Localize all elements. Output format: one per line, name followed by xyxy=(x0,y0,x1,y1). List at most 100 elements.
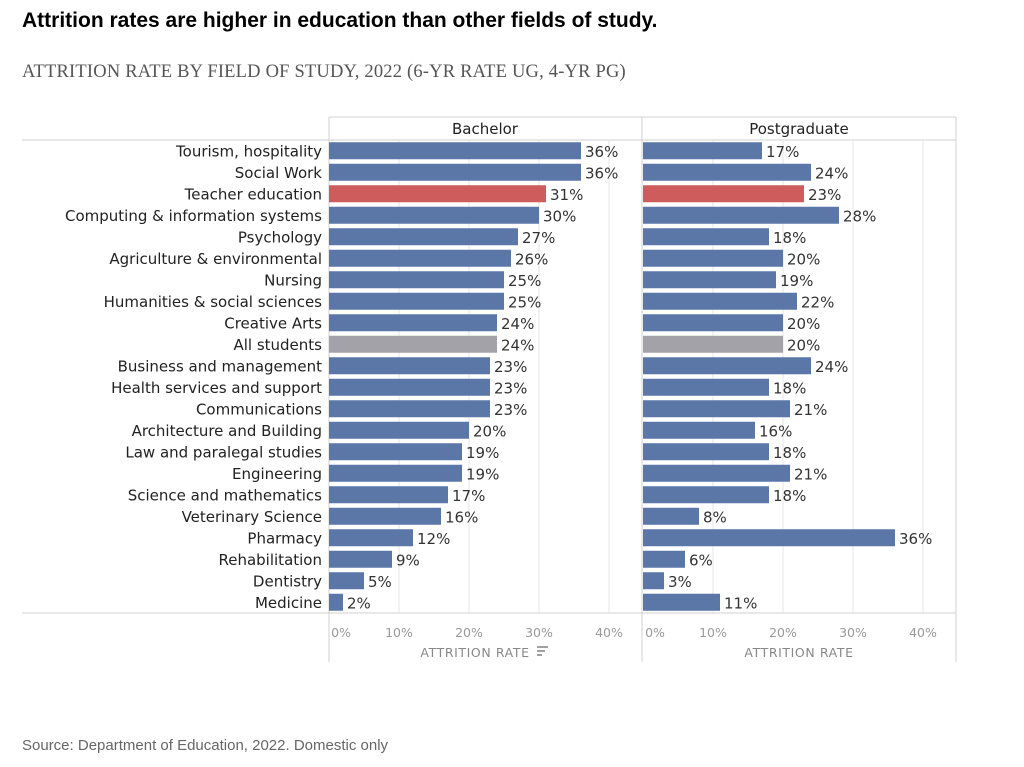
bachelor-axis-title: ATTRITION RATE xyxy=(420,645,529,660)
bachelor-bar xyxy=(329,292,504,310)
postgraduate-bar xyxy=(643,550,685,568)
category-label: Creative Arts xyxy=(224,314,322,332)
postgraduate-value-label: 11% xyxy=(724,594,757,612)
bachelor-tick-label: 20% xyxy=(455,625,483,640)
postgraduate-value-label: 21% xyxy=(794,401,827,419)
category-label: Veterinary Science xyxy=(182,508,322,526)
postgraduate-value-label: 18% xyxy=(773,487,806,505)
category-label: Tourism, hospitality xyxy=(175,142,322,160)
postgraduate-tick-label: 40% xyxy=(909,625,937,640)
bachelor-bar xyxy=(329,507,441,525)
bachelor-bar xyxy=(329,529,413,547)
bachelor-value-label: 24% xyxy=(501,315,534,333)
bachelor-value-label: 30% xyxy=(543,207,576,225)
bachelor-bar xyxy=(329,206,539,224)
postgraduate-axis-title: ATTRITION RATE xyxy=(744,645,853,660)
bachelor-value-label: 16% xyxy=(445,508,478,526)
postgraduate-bar xyxy=(643,357,811,375)
chart-subtitle: ATTRITION RATE BY FIELD OF STUDY, 2022 (… xyxy=(22,62,626,82)
bachelor-bar xyxy=(329,314,497,332)
postgraduate-bar xyxy=(643,292,797,310)
postgraduate-bar xyxy=(643,335,783,353)
bachelor-value-label: 23% xyxy=(494,401,527,419)
bachelor-value-label: 36% xyxy=(585,143,618,161)
bachelor-panel-title: Bachelor xyxy=(452,120,519,138)
postgraduate-bar xyxy=(643,593,720,611)
bachelor-value-label: 25% xyxy=(508,272,541,290)
postgraduate-value-label: 24% xyxy=(815,358,848,376)
category-label: Social Work xyxy=(235,164,323,182)
bachelor-bar xyxy=(329,335,497,353)
bachelor-value-label: 2% xyxy=(347,594,371,612)
postgraduate-tick-label: 30% xyxy=(839,625,867,640)
postgraduate-bar xyxy=(643,529,895,547)
bachelor-value-label: 19% xyxy=(466,465,499,483)
postgraduate-panel-title: Postgraduate xyxy=(749,120,849,138)
bachelor-value-label: 31% xyxy=(550,186,583,204)
postgraduate-tick-label: 20% xyxy=(769,625,797,640)
postgraduate-value-label: 16% xyxy=(759,422,792,440)
category-label: Medicine xyxy=(255,594,322,612)
postgraduate-bar xyxy=(643,271,776,289)
postgraduate-value-label: 6% xyxy=(689,551,713,569)
postgraduate-value-label: 20% xyxy=(787,336,820,354)
bachelor-tick-label: 10% xyxy=(385,625,413,640)
postgraduate-bar xyxy=(643,507,699,525)
postgraduate-value-label: 20% xyxy=(787,315,820,333)
bachelor-value-label: 9% xyxy=(396,551,420,569)
postgraduate-bar xyxy=(643,572,664,590)
bachelor-value-label: 19% xyxy=(466,444,499,462)
bachelor-value-label: 23% xyxy=(494,358,527,376)
bachelor-value-label: 12% xyxy=(417,530,450,548)
bachelor-bar xyxy=(329,593,343,611)
bachelor-bar xyxy=(329,443,462,461)
postgraduate-value-label: 23% xyxy=(808,186,841,204)
category-label: Engineering xyxy=(232,465,322,483)
category-label: Law and paralegal studies xyxy=(125,443,322,461)
postgraduate-value-label: 17% xyxy=(766,143,799,161)
category-label: Science and mathematics xyxy=(128,486,322,504)
category-label: Health services and support xyxy=(111,379,322,397)
bachelor-value-label: 20% xyxy=(473,422,506,440)
bachelor-bar xyxy=(329,400,490,418)
postgraduate-bar xyxy=(643,185,804,203)
bachelor-tick-label: 40% xyxy=(595,625,623,640)
chart-headline: Attrition rates are higher in education … xyxy=(22,9,658,32)
postgraduate-value-label: 21% xyxy=(794,465,827,483)
postgraduate-value-label: 18% xyxy=(773,379,806,397)
postgraduate-bar xyxy=(643,486,769,504)
bachelor-tick-label: 0% xyxy=(331,625,351,640)
category-label: Nursing xyxy=(264,271,322,289)
bachelor-value-label: 26% xyxy=(515,250,548,268)
category-label: Computing & information systems xyxy=(65,207,322,225)
bachelor-bar xyxy=(329,464,462,482)
postgraduate-value-label: 3% xyxy=(668,573,692,591)
attrition-bar-chart: Tourism, hospitality Social Work Teacher e… xyxy=(22,116,957,662)
postgraduate-value-label: 8% xyxy=(703,508,727,526)
postgraduate-bar xyxy=(643,228,769,246)
postgraduate-value-label: 19% xyxy=(780,272,813,290)
bachelor-bar xyxy=(329,142,581,160)
postgraduate-bar xyxy=(643,314,783,332)
postgraduate-value-label: 28% xyxy=(843,207,876,225)
postgraduate-value-label: 24% xyxy=(815,164,848,182)
category-label: Teacher education xyxy=(184,185,322,203)
category-label: Business and management xyxy=(118,357,323,375)
category-label: Communications xyxy=(196,400,322,418)
category-label: Agriculture & environmental xyxy=(109,250,322,268)
postgraduate-bar xyxy=(643,421,755,439)
category-label: Pharmacy xyxy=(247,529,322,547)
category-label: Humanities & social sciences xyxy=(104,293,323,311)
bachelor-tick-label: 30% xyxy=(525,625,553,640)
bachelor-bar xyxy=(329,421,469,439)
category-label: All students xyxy=(233,336,322,354)
category-label: Rehabilitation xyxy=(218,551,322,569)
bachelor-value-label: 17% xyxy=(452,487,485,505)
postgraduate-value-label: 36% xyxy=(899,530,932,548)
postgraduate-bar xyxy=(643,206,839,224)
category-label: Dentistry xyxy=(253,572,322,590)
bachelor-bar xyxy=(329,249,511,267)
bachelor-value-label: 25% xyxy=(508,293,541,311)
postgraduate-bar xyxy=(643,400,790,418)
bachelor-bar xyxy=(329,163,581,181)
